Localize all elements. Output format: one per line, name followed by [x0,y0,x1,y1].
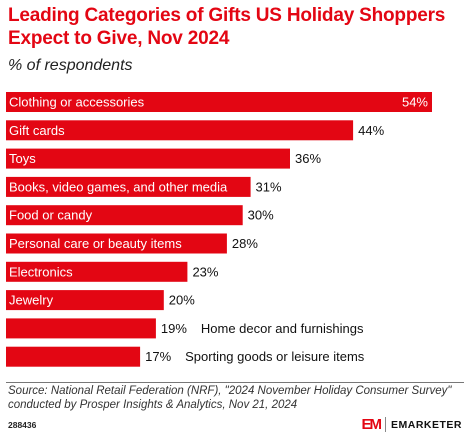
chart-id: 288436 [8,420,37,430]
bar [6,176,251,197]
value-label: 31% [256,179,282,194]
footer-divider [6,382,464,383]
value-label: 17% [145,349,171,364]
source-note: Source: National Retail Federation (NRF)… [8,385,452,411]
category-label: Sporting goods or leisure items [185,349,365,364]
category-label: Home decor and furnishings [201,321,364,336]
category-label: Electronics [9,264,73,279]
bar [6,290,164,311]
bar [6,92,432,112]
value-label: 36% [295,151,321,166]
value-label: 54% [402,95,428,110]
value-label: 23% [192,264,218,279]
category-label: Personal care or beauty items [9,236,182,251]
chart-title: Leading Categories of Gifts US Holiday S… [8,5,446,49]
category-label: Jewelry [9,293,54,308]
category-label: Toys [9,151,36,166]
bar [6,233,227,254]
bar [6,346,141,367]
logo-mark: EM [361,416,381,433]
value-label: 28% [232,236,258,251]
bar [6,148,290,169]
category-label: Books, video games, and other media [9,179,228,194]
value-label: 44% [358,123,384,138]
bar [6,120,354,141]
value-label: 30% [248,208,274,223]
emarketer-logo: EM EMARKETER [361,416,462,433]
bar-chart: 54% Clothing or accessories 44% Gift cards 3… [6,92,432,367]
category-label: Gift cards [9,123,65,138]
bar [6,318,156,339]
value-label: 20% [169,293,195,308]
chart-subtitle: % of respondents [8,57,133,74]
category-label: Food or candy [9,208,93,223]
value-label: 19% [161,321,187,336]
bar [6,205,243,226]
logo-divider [384,417,386,432]
category-label: Clothing or accessories [9,95,145,110]
logo-text: EMARKETER [390,418,462,431]
bar [6,261,188,282]
